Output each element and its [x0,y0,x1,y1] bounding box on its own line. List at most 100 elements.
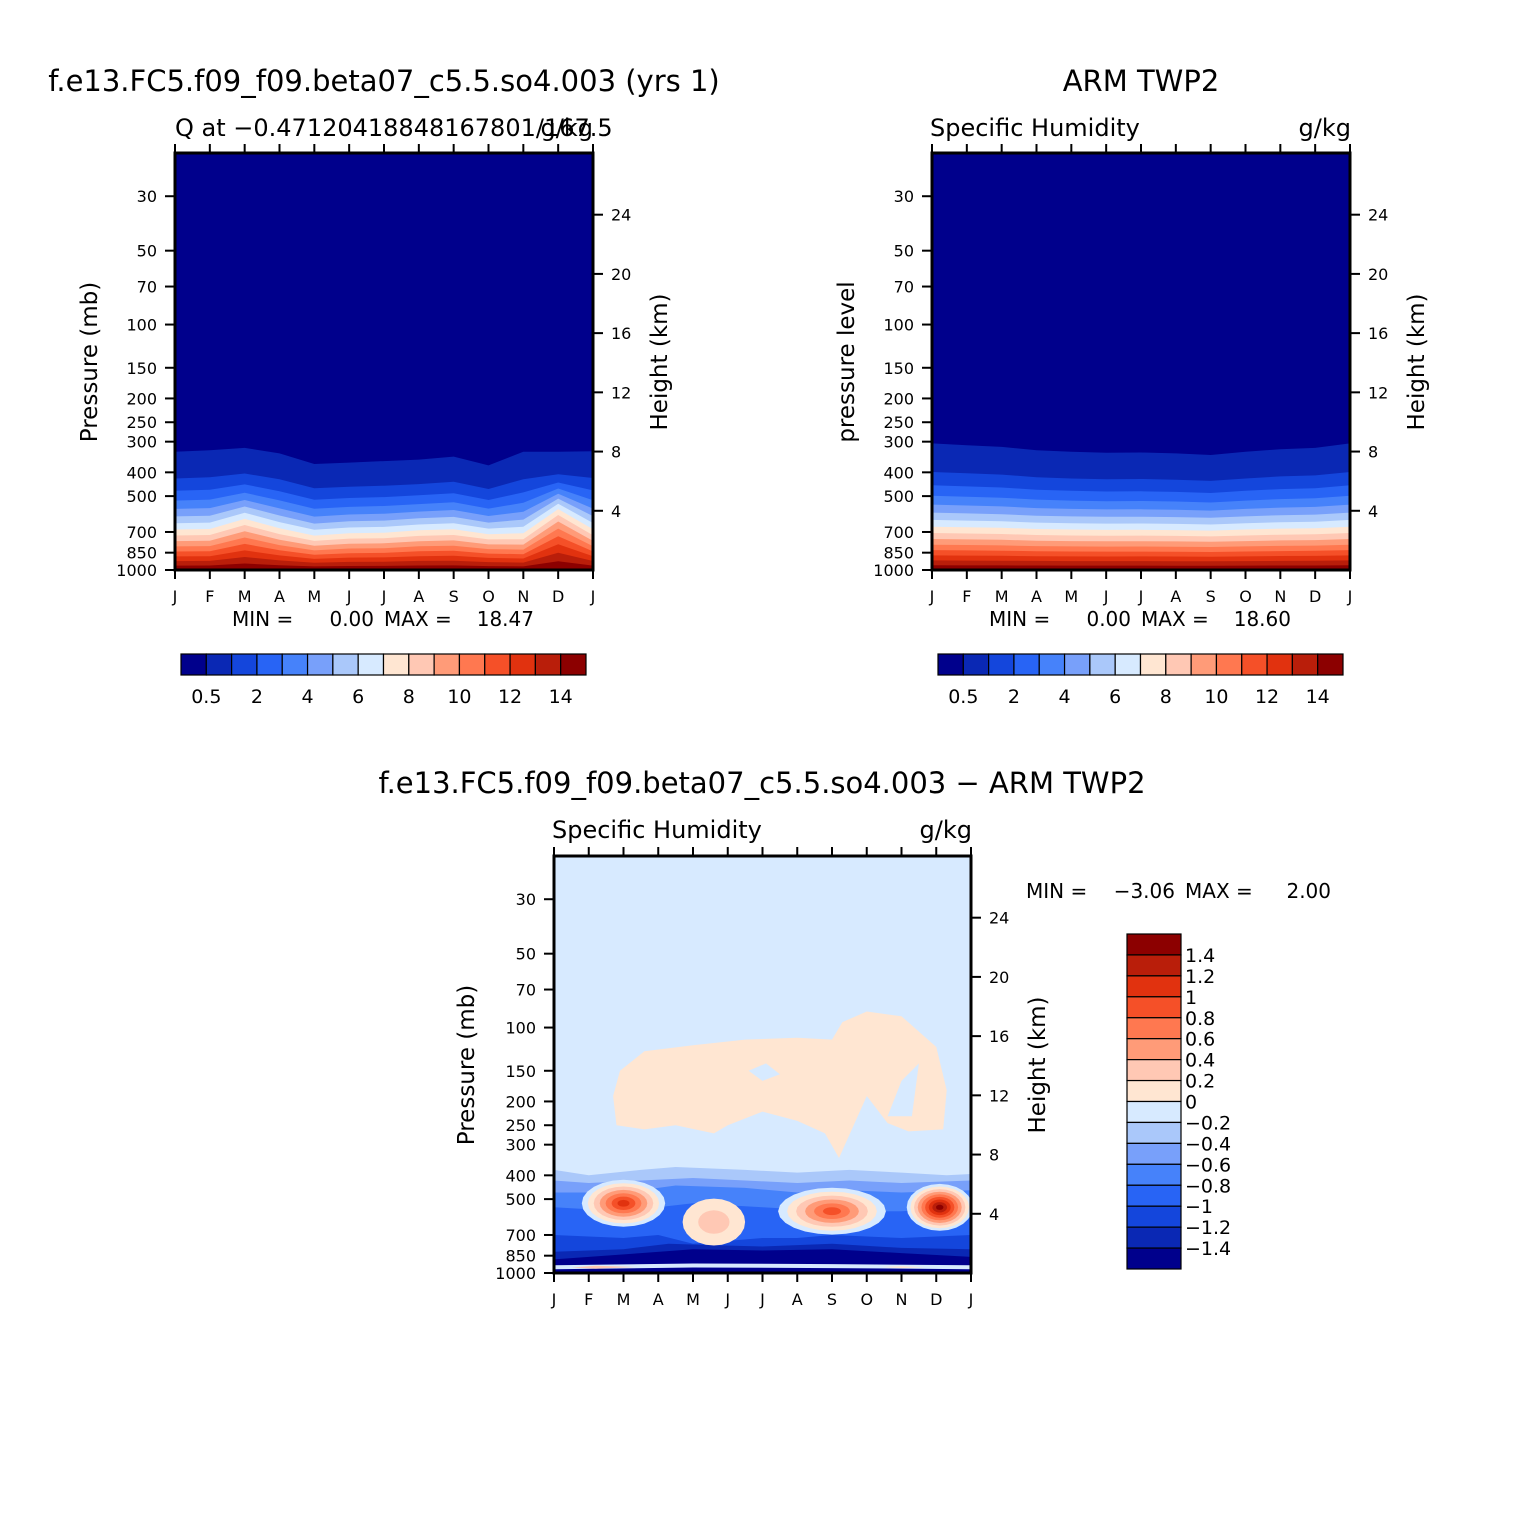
x-tick-label: A [1170,587,1181,606]
x-tick-label: J [1103,587,1109,606]
colorbar-label: 6 [1109,686,1121,708]
y-right-tick-label: 20 [611,265,631,284]
panel-obs-subtitle-left: Specific Humidity [930,114,1140,142]
x-tick-label: D [552,587,564,606]
colorbar-box [962,653,990,676]
colorbar-label: 0.4 [1185,1050,1215,1072]
panel-diff-subtitle-right: g/kg [920,816,972,844]
colorbar-box [1126,1038,1182,1061]
y-tick-label: 300 [505,1136,536,1155]
colorbar-label: −1.2 [1185,1217,1231,1239]
y-right-tick-label: 16 [611,324,631,343]
y-tick-label: 200 [126,389,157,408]
panel-model-min-label: MIN = [232,607,293,631]
y-tick-label: 50 [894,242,914,261]
colorbar-label: 2 [1008,686,1020,708]
panel-obs-field [932,153,1350,570]
panel-diff-min-value: −3.06 [1114,879,1175,903]
y-tick-label: 850 [505,1247,536,1266]
colorbar-box [1190,653,1218,676]
colorbar-box [1126,1226,1182,1249]
positive-maximum [617,1199,630,1207]
colorbar-box [1038,653,1066,676]
y-tick-label: 50 [137,242,157,261]
colorbar-box [1126,1059,1182,1082]
y-tick-label: 250 [883,413,914,432]
x-tick-label: J [1347,587,1353,606]
colorbar-label: 14 [549,686,573,708]
panel-diff-subtitle-left: Specific Humidity [552,816,762,844]
colorbar-label: 12 [498,686,522,708]
y-tick-label: 500 [505,1190,536,1209]
y-right-tick-label: 8 [611,443,621,462]
x-tick-label: J [346,587,352,606]
y-tick-label: 150 [883,359,914,378]
colorbar-label: 0.6 [1185,1029,1215,1051]
colorbar-label: 12 [1255,686,1279,708]
colorbar-box [1165,653,1192,676]
negative-hole [887,1063,919,1117]
panel-model-max-value: 18.47 [477,607,534,631]
colorbar-box [988,653,1015,676]
colorbar-box [1126,996,1182,1019]
colorbar-label: 0.8 [1185,1008,1215,1030]
positive-maximum [698,1210,730,1234]
panel-obs-max-label: MAX = [1141,607,1209,631]
y-tick-label: 100 [883,316,914,335]
panel-model-stats: MIN = 0.00 MAX = 18.47 [232,607,534,631]
panel-obs-colorbar: 0.5 2 4 6 8 10 12 14 [937,653,1344,708]
colorbar-box [256,653,283,676]
panel-obs-ylabel-right: Height (km) [1404,293,1430,430]
y-tick-label: 500 [126,487,157,506]
panel-diff-stats: MIN = −3.06 MAX = 2.00 [1026,879,1331,903]
colorbar-box [1126,1100,1182,1124]
x-tick-label: O [482,587,495,606]
colorbar-box [1126,1205,1182,1228]
x-tick-label: A [653,1290,664,1309]
y-right-tick-label: 20 [1368,265,1388,284]
colorbar-box [1241,653,1268,676]
colorbar-box [560,653,587,676]
colorbar-box [306,653,334,676]
colorbar-label: −0.6 [1185,1154,1231,1176]
panel-diff-max-label: MAX = [1185,879,1253,903]
panel-model-field [175,153,593,570]
y-right-tick-label: 16 [1368,324,1388,343]
panel-obs-min-value: 0.00 [1086,607,1131,631]
y-tick-label: 300 [883,433,914,452]
y-tick-label: 200 [883,389,914,408]
colorbar-box [1013,653,1040,676]
colorbar-label: 0 [1185,1092,1197,1114]
colorbar-box [509,653,536,676]
colorbar-label: 6 [352,686,364,708]
y-tick-label: 150 [505,1062,536,1081]
y-right-tick-label: 24 [1368,206,1388,225]
y-tick-label: 30 [137,187,157,206]
y-right-tick-label: 12 [611,383,631,402]
colorbar-box [357,653,385,676]
colorbar-box [484,653,511,676]
x-tick-label: M [1064,587,1078,606]
colorbar-box [458,653,486,676]
colorbar-label: −0.2 [1185,1112,1231,1134]
colorbar-box [1063,653,1091,676]
y-tick-label: 100 [126,316,157,335]
y-tick-label: 250 [505,1116,536,1135]
negative-hole [748,1063,780,1081]
panel-diff-min-label: MIN = [1026,879,1087,903]
colorbar-box [1114,653,1142,676]
y-tick-label: 400 [126,463,157,482]
y-right-tick-label: 8 [1368,443,1378,462]
panel-model-max-label: MAX = [384,607,452,631]
x-tick-label: S [827,1290,837,1309]
colorbar-box [1089,653,1116,676]
panel-model-ylabel: Pressure (mb) [77,282,103,442]
colorbar-box [382,653,410,676]
x-tick-label: F [205,587,214,606]
colorbar-box [1126,1163,1182,1186]
colorbar-box [408,653,435,676]
colorbar-label: 10 [447,686,471,708]
panel-obs: ARM TWP2 Specific Humidity g/kg J F M A M J J A… [834,64,1430,708]
colorbar-box [1126,975,1182,998]
